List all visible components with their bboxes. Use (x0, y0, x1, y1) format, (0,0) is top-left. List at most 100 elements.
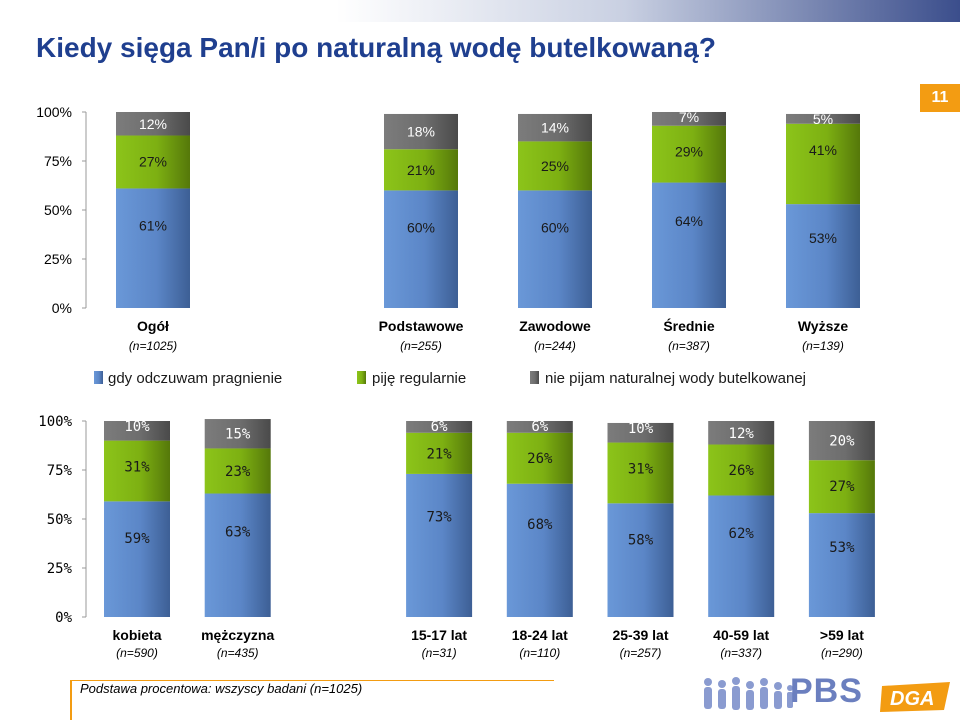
category-sublabel: (n=255) (400, 339, 442, 353)
bar-segment (506, 421, 573, 433)
legend-label-regularly: piję regularnie (372, 370, 466, 387)
page-number-badge: 11 (920, 84, 960, 112)
bar-segment (607, 442, 674, 504)
data-label: 27% (139, 154, 167, 170)
pbs-logo: PBS (790, 672, 863, 710)
data-label: 12% (729, 426, 755, 442)
bar-segment (506, 483, 573, 617)
data-label: 73% (426, 509, 452, 525)
data-label: 58% (628, 532, 654, 548)
data-label: 29% (675, 144, 703, 160)
category-label: 25-39 lat (612, 627, 668, 643)
category-label: Zawodowe (519, 318, 591, 334)
category-sublabel: (n=139) (802, 339, 844, 353)
bar-segment (786, 204, 860, 308)
legend-swatch-dont-drink (530, 371, 539, 384)
bar-segment (384, 190, 458, 308)
data-label: 60% (541, 219, 569, 235)
y-tick-label: 100% (36, 104, 72, 120)
data-label: 23% (225, 464, 251, 480)
category-sublabel: (n=31) (422, 646, 457, 660)
bar-segment (518, 113, 592, 142)
bar-segment (204, 419, 271, 449)
bar-segment (384, 113, 458, 150)
y-tick-label: 50% (47, 512, 73, 528)
base-note-marker (70, 680, 72, 720)
data-label: 21% (426, 446, 452, 462)
data-label: 5% (813, 111, 833, 127)
legend-label-thirst: gdy odczuwam pragnienie (108, 370, 282, 387)
y-tick-label: 0% (55, 610, 72, 626)
bar-segment (708, 421, 775, 445)
bar-segment (786, 113, 860, 124)
data-label: 59% (124, 531, 150, 547)
category-label: Ogół (137, 318, 169, 334)
y-tick-label: 100% (38, 414, 72, 430)
category-label: 40-59 lat (713, 627, 769, 643)
data-label: 15% (225, 427, 251, 443)
category-label: 18-24 lat (512, 627, 568, 643)
bar-segment (652, 125, 726, 183)
data-label: 18% (407, 124, 435, 140)
category-label: 15-17 lat (411, 627, 467, 643)
category-label: mężczyzna (201, 627, 274, 643)
bar-segment (708, 495, 775, 617)
bar-segment (406, 432, 473, 474)
bar-segment (506, 432, 573, 484)
bar-segment (204, 448, 271, 494)
data-label: 63% (225, 525, 251, 541)
data-label: 31% (628, 462, 654, 478)
bar-segment (384, 149, 458, 191)
bar-segment (406, 473, 473, 617)
dga-logo-text: DGA (890, 688, 934, 710)
bar-segment (204, 493, 271, 617)
data-label: 64% (675, 213, 703, 229)
bar-segment (652, 182, 726, 308)
bar-segment (518, 141, 592, 191)
data-label: 6% (531, 419, 548, 435)
data-label: 26% (527, 451, 553, 467)
data-label: 10% (124, 419, 150, 435)
category-sublabel: (n=290) (821, 646, 863, 660)
data-label: 60% (407, 219, 435, 235)
data-label: 6% (431, 419, 448, 435)
y-tick-label: 0% (52, 300, 72, 316)
data-label: 31% (124, 460, 150, 476)
data-label: 20% (829, 434, 855, 450)
data-label: 26% (729, 463, 755, 479)
data-label: 41% (809, 142, 837, 158)
category-label: kobieta (112, 627, 161, 643)
legend-label-dont-drink: nie pijam naturalnej wody butelkowanej (545, 370, 806, 387)
y-tick-label: 75% (44, 153, 72, 169)
data-label: 27% (829, 479, 855, 495)
data-label: 68% (527, 517, 553, 533)
people-silhouettes-logo (704, 677, 793, 710)
base-note-rule (70, 680, 554, 681)
bar-segment (104, 421, 170, 441)
bar-segment (786, 123, 860, 205)
category-sublabel: (n=590) (116, 646, 158, 660)
base-note: Podstawa procentowa: wszyscy badani (n=1… (80, 681, 363, 696)
data-label: 25% (541, 158, 569, 174)
header-gradient-bar (0, 0, 960, 22)
data-label: 14% (541, 120, 569, 136)
base-note-box: Podstawa procentowa: wszyscy badani (n=1… (70, 680, 554, 720)
legend-swatch-regularly (357, 371, 366, 384)
category-label: >59 lat (820, 627, 864, 643)
bar-segment (808, 460, 875, 514)
category-sublabel: (n=110) (519, 646, 560, 660)
category-sublabel: (n=337) (720, 646, 762, 660)
bar-segment (518, 190, 592, 308)
bar-segment (104, 501, 170, 617)
bar-segment (708, 444, 775, 496)
data-label: 53% (809, 230, 837, 246)
category-sublabel: (n=1025) (129, 339, 177, 353)
bar-segment (406, 421, 473, 433)
bar-segment (607, 503, 674, 617)
data-label: 53% (829, 540, 855, 556)
bar-segment (607, 422, 674, 443)
bar-segment (116, 135, 190, 189)
bar-segment (808, 421, 875, 461)
legend: gdy odczuwam pragnienie piję regularnie … (94, 370, 806, 387)
